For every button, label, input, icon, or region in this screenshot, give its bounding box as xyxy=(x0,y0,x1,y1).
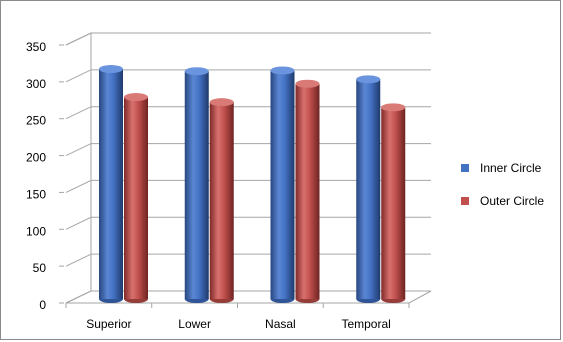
x-axis: Superior Lower Nasal Temporal xyxy=(66,303,409,331)
y-tick-label: 250 xyxy=(26,114,46,128)
bar xyxy=(271,66,295,303)
x-tick-label: Temporal xyxy=(341,317,390,331)
y-tick-label: 300 xyxy=(26,77,46,91)
bar-top xyxy=(296,80,320,88)
bar xyxy=(296,80,320,303)
y-tick-label: 0 xyxy=(39,298,46,312)
bar-body xyxy=(99,69,123,299)
bar xyxy=(381,103,405,303)
bar-top xyxy=(210,98,234,106)
bar-top xyxy=(381,103,405,111)
bar-body xyxy=(271,70,295,299)
bar xyxy=(185,67,209,303)
bar-top xyxy=(271,66,295,74)
y-tick-label: 100 xyxy=(26,224,46,238)
bar xyxy=(210,98,234,303)
bar-body xyxy=(381,107,405,299)
y-tick-label: 150 xyxy=(26,187,46,201)
bar xyxy=(356,75,380,303)
bar-top xyxy=(185,67,209,75)
bars xyxy=(99,65,405,303)
bar-body xyxy=(185,71,209,299)
gridline xyxy=(66,33,431,45)
bar-body xyxy=(124,97,148,299)
y-axis: 0 50 100 150 200 250 300 350 xyxy=(26,40,64,312)
legend-label: Outer Circle xyxy=(480,194,544,208)
y-tick-label: 200 xyxy=(26,151,46,165)
x-tick-label: Superior xyxy=(86,317,131,331)
bar-top xyxy=(99,65,123,73)
legend-swatch xyxy=(461,164,469,172)
bar-body xyxy=(296,84,320,299)
bar-body xyxy=(210,102,234,299)
side-wall xyxy=(66,33,91,303)
x-tick-label: Lower xyxy=(178,317,211,331)
y-tick-label: 50 xyxy=(33,261,47,275)
bar xyxy=(99,65,123,303)
y-tick-label: 350 xyxy=(26,40,46,54)
bar-top xyxy=(356,75,380,83)
bar-body xyxy=(356,79,380,299)
bar-top xyxy=(124,93,148,101)
legend: Inner Circle Outer Circle xyxy=(461,161,544,208)
bar xyxy=(124,93,148,303)
legend-label: Inner Circle xyxy=(480,161,542,175)
x-tick-label: Nasal xyxy=(265,317,296,331)
legend-swatch xyxy=(461,197,469,205)
